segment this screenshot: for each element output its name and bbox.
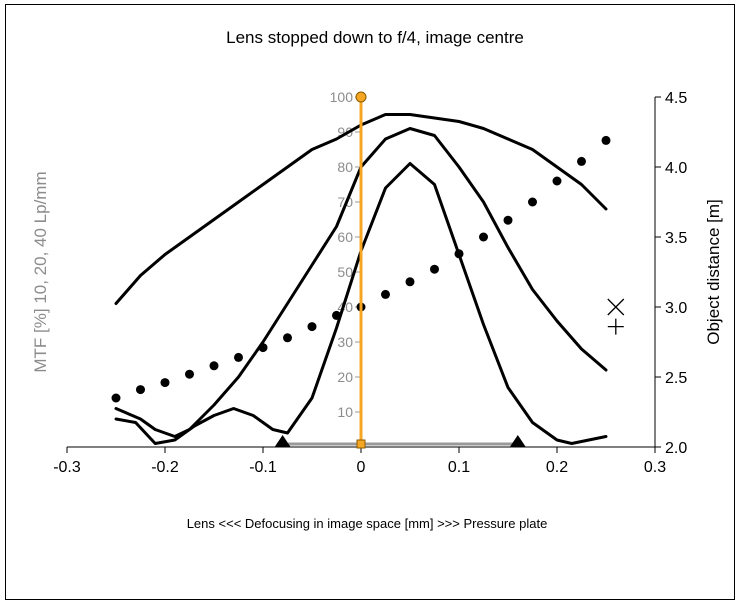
object-distance-point — [234, 352, 243, 362]
object-distance-point — [381, 289, 390, 299]
x-tick-label: -0.2 — [151, 459, 179, 476]
object-distance-point — [528, 197, 537, 207]
x-tick-label: -0.1 — [249, 459, 277, 476]
chart-frame — [5, 4, 735, 600]
y-right-tick-label: 3.5 — [665, 230, 687, 247]
y-right-tick-label: 2.5 — [665, 370, 687, 387]
object-distance-point — [307, 322, 317, 332]
object-distance-point — [332, 310, 341, 320]
object-distance-point — [258, 343, 268, 353]
focus-line-top-marker — [355, 91, 367, 103]
y-axis-right-label: Object distance [m] — [704, 199, 723, 345]
cross-marker — [607, 298, 625, 316]
y-axis-left-label: MTF [%] 10, 20, 40 Lp/mm — [31, 171, 50, 372]
object-distance-point — [503, 215, 513, 225]
object-distance-point — [479, 232, 488, 242]
y-right-tick-label: 2.0 — [665, 440, 687, 457]
x-tick-label: -0.3 — [53, 459, 81, 476]
y-right-tick-label: 4.0 — [665, 160, 687, 177]
y-left-tick-label: 100 — [330, 89, 354, 105]
y-left-tick-label: 60 — [337, 229, 353, 245]
x-tick-label: 0.2 — [546, 459, 568, 476]
y-left-tick-label: 10 — [337, 404, 353, 420]
y-right-tick-label: 3.0 — [665, 300, 687, 317]
x-tick-label: 0 — [357, 459, 366, 476]
object-distance-point — [185, 369, 194, 379]
object-distance-point — [283, 333, 292, 343]
depth-of-focus-triangle — [509, 435, 526, 447]
object-distance-point — [209, 361, 219, 371]
y-left-tick-label: 30 — [337, 334, 353, 350]
object-distance-point — [454, 249, 464, 259]
x-tick-label: 0.1 — [448, 459, 470, 476]
object-distance-point — [136, 385, 145, 395]
x-tick-label: 0.3 — [644, 459, 666, 476]
object-distance-point — [160, 378, 170, 388]
y-right-tick-label: 4.5 — [665, 90, 687, 107]
y-left-tick-label: 80 — [337, 159, 353, 175]
depth-of-focus-triangle — [274, 435, 291, 447]
object-distance-point — [577, 156, 586, 166]
focus-line-bottom-marker — [356, 439, 366, 449]
object-distance-point — [601, 135, 611, 145]
object-distance-point — [552, 176, 562, 186]
object-distance-point — [430, 264, 439, 274]
plus-marker — [607, 318, 624, 335]
y-left-tick-label: 50 — [337, 264, 353, 280]
y-left-tick-label: 20 — [337, 369, 353, 385]
x-axis-label: Lens <<< Defocusing in image space [mm] … — [187, 516, 548, 531]
object-distance-point — [405, 277, 415, 287]
mtf-curve-3 — [114, 162, 608, 445]
object-distance-point — [111, 393, 121, 403]
chart-title: Lens stopped down to f/4, image centre — [226, 28, 524, 47]
